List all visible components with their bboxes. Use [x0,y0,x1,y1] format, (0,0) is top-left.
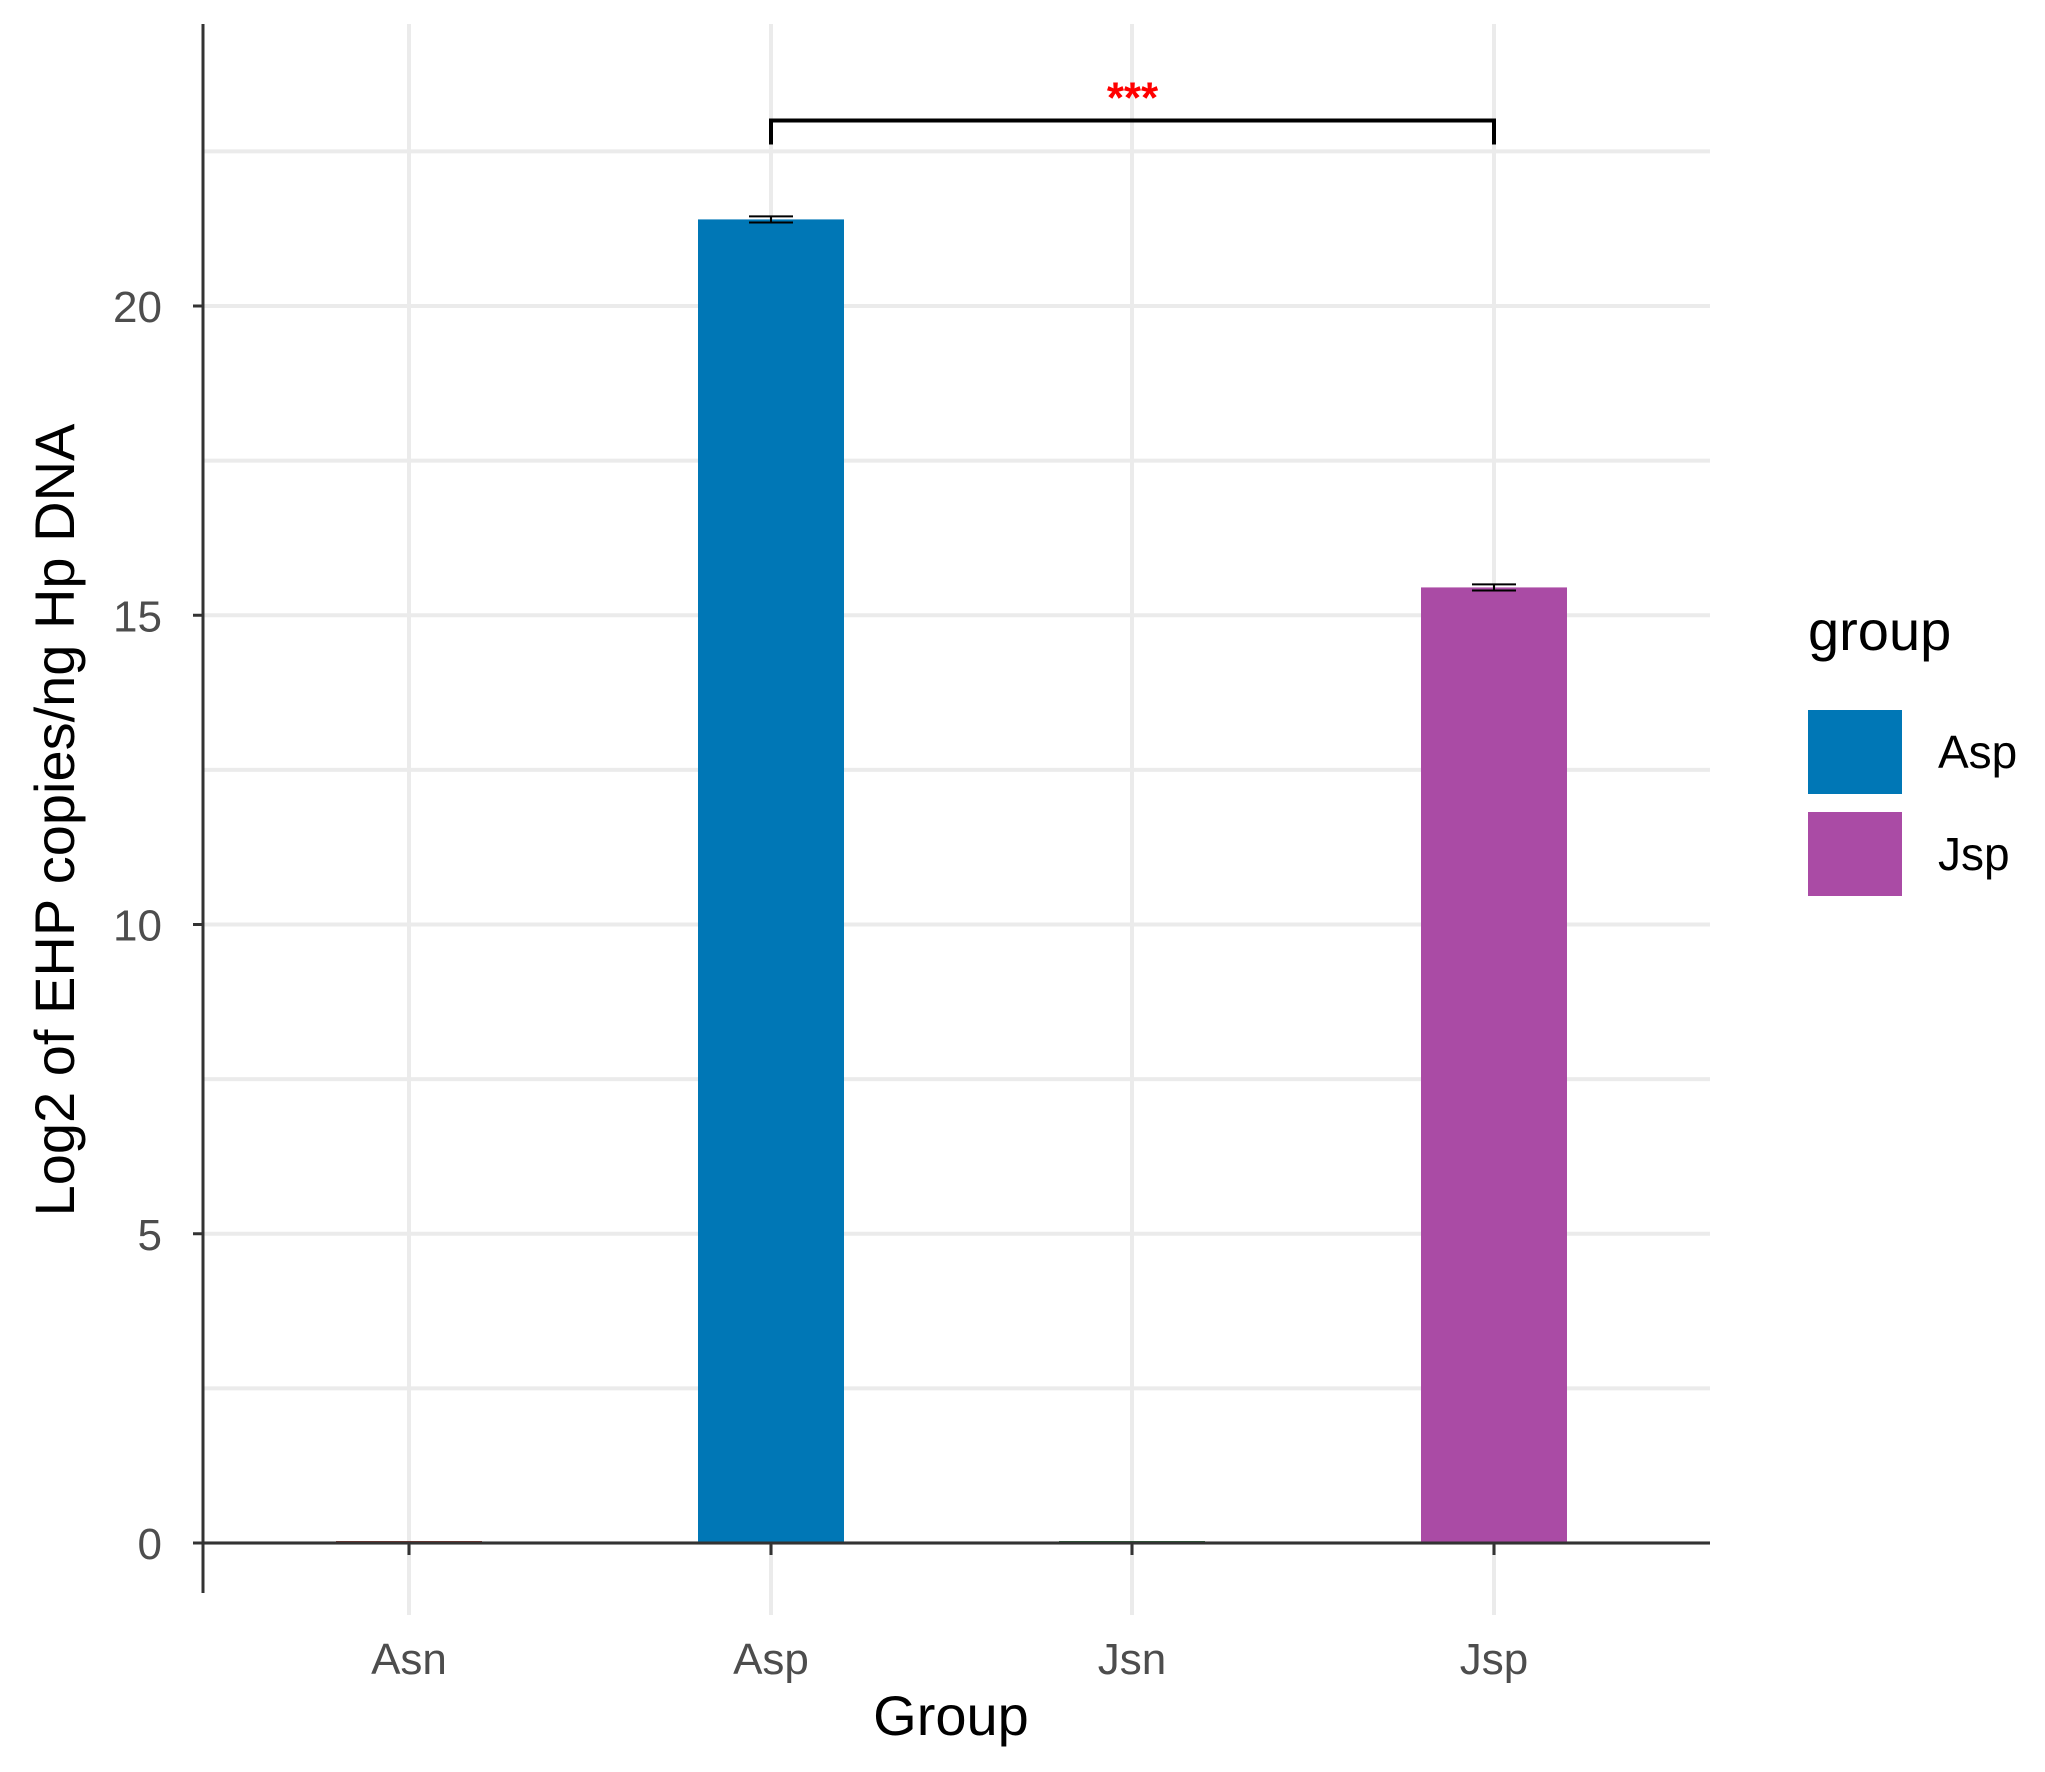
x-tick-label-jsn: Jsn [1098,1635,1166,1684]
legend-label-asp: Asp [1938,726,2018,778]
error-bar-jsp [1472,583,1516,592]
x-axis-title: Group [873,1684,1029,1747]
significance-label: *** [1107,73,1159,122]
axes: 0 5 10 15 20 Asn Asp Jsn Jsp [113,24,1710,1684]
y-tick-label: 20 [113,283,162,332]
bars [336,215,1567,1543]
bar-asp [698,219,844,1543]
y-tick-label: 10 [113,902,162,951]
legend-title: group [1808,599,1952,662]
annotations: *** [769,73,1496,145]
legend-item-asp: Asp [1808,701,2017,803]
x-tick-label-asn: Asn [371,1635,447,1684]
error-bar-asp [749,215,793,224]
y-tick-label: 15 [113,592,162,641]
legend-swatch-asp [1808,710,1902,794]
bar-jsp [1421,587,1567,1543]
legend-label-jsp: Jsp [1938,828,2010,880]
y-tick-label: 5 [138,1211,162,1260]
bracket-line [769,118,1496,145]
x-tick-label-jsp: Jsp [1460,1635,1528,1684]
legend: group Asp Jsp [1808,598,2017,905]
y-tick-label: 0 [138,1520,162,1569]
significance-bracket: *** [769,73,1496,145]
legend-swatch-jsp [1808,812,1902,896]
x-tick-label-asp: Asp [733,1635,809,1684]
legend-item-jsp: Jsp [1808,803,2017,905]
y-axis-title: Log2 of EHP copies/ng Hp DNA [23,423,86,1216]
